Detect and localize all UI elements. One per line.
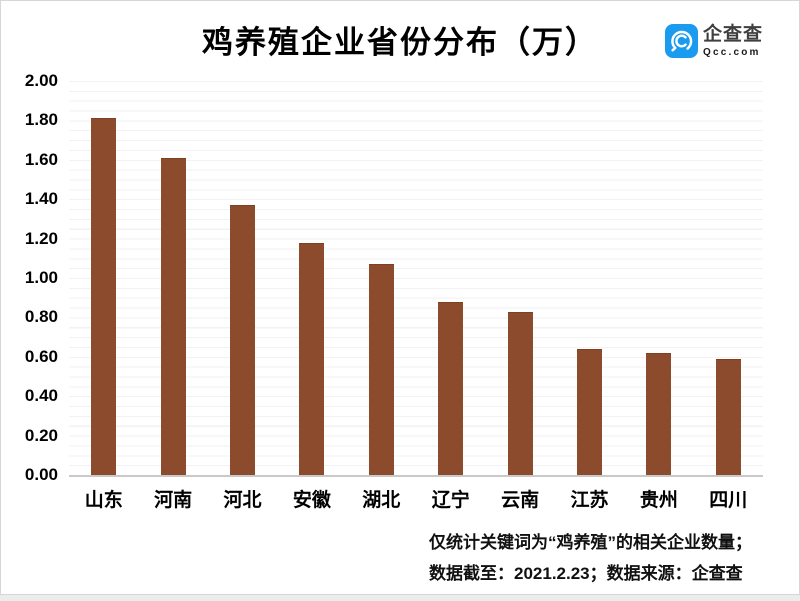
footnote: 仅统计关键词为“鸡养殖”的相关企业数量； 数据截至：2021.2.23；数据来源… [429, 527, 752, 589]
x-category-label: 贵州 [639, 490, 678, 511]
x-category-label: 江苏 [570, 490, 609, 511]
bar-河北 [230, 205, 255, 475]
chart-title: 鸡养殖企业省份分布（万） [202, 25, 598, 60]
x-category-label: 安徽 [292, 490, 331, 511]
x-category-label: 河北 [223, 490, 262, 511]
footnote-line-2: 数据截至：2021.2.23；数据来源：企查查 [429, 564, 743, 583]
bar-江苏 [577, 348, 602, 475]
x-category-label: 河南 [154, 490, 193, 511]
x-category-label: 四川 [709, 490, 748, 511]
y-tick-label: 0.80 [24, 307, 58, 327]
bar-四川 [715, 358, 741, 475]
bar-安徽 [299, 242, 325, 475]
bar-云南 [507, 311, 533, 475]
footnote-line-1: 仅统计关键词为“鸡养殖”的相关企业数量； [429, 533, 752, 552]
bar-湖北 [368, 264, 394, 475]
qcc-logo-text: 企查查 Qcc.com [703, 24, 763, 58]
qcc-logo-domain: Qcc.com [703, 47, 761, 58]
y-tick-label: 1.60 [24, 149, 58, 169]
x-category-label: 山东 [84, 490, 123, 511]
plot-area [69, 81, 763, 477]
x-category-label: 辽宁 [431, 490, 470, 511]
x-category-label: 云南 [501, 490, 540, 511]
y-tick-label: 2.00 [24, 71, 58, 90]
y-tick-label: 1.20 [24, 228, 58, 248]
y-tick-label: 0.60 [24, 346, 58, 366]
y-tick-label: 0.00 [24, 465, 58, 484]
y-tick-label: 1.80 [24, 110, 58, 130]
y-tick-label: 0.40 [24, 386, 58, 406]
bar-山东 [91, 118, 117, 475]
y-tick-label: 1.40 [24, 189, 58, 209]
qcc-magnifier-c-icon [665, 24, 698, 58]
qcc-logo-name: 企查查 [703, 24, 764, 45]
qcc-logo: 企查查 Qcc.com [665, 24, 763, 58]
y-tick-label: 1.00 [24, 268, 58, 287]
x-category-label: 湖北 [362, 490, 401, 511]
y-tick-label: 0.20 [24, 425, 58, 445]
bar-河南 [160, 157, 186, 475]
bar-辽宁 [438, 301, 464, 475]
bar-贵州 [646, 352, 672, 475]
